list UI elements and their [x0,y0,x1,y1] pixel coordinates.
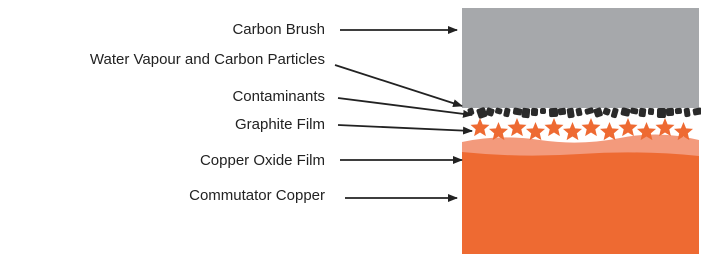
particle [648,108,654,115]
arrow [338,125,472,131]
graphite-star [508,118,527,136]
graphite-star [471,118,490,136]
graphite-star [600,122,619,140]
particle [584,107,594,115]
particle [558,108,567,116]
graphite-star [545,118,564,136]
graphite-star [563,122,582,140]
carbon-brush-block [462,8,699,108]
particle [666,108,674,116]
particle [620,107,631,117]
oxide-film [462,134,699,156]
label: Graphite Film [235,116,325,133]
particle [692,107,701,116]
diagram: Carbon Brush Water Vapour and Carbon Par… [0,0,701,254]
particle [531,108,538,116]
graphite-star [489,122,508,140]
particle [593,107,603,118]
label: Contaminants [232,88,325,105]
particle [638,108,646,118]
particle [495,107,503,115]
graphite-star [619,118,638,136]
particle [540,108,546,114]
particle [566,108,574,119]
arrow [338,98,472,115]
particle [657,108,666,118]
contaminant-particles [467,107,701,119]
graphite-star [526,122,545,140]
particle [521,108,530,119]
graphite-star [582,118,601,136]
particle [503,107,511,117]
particle [602,107,611,116]
graphite-star [656,118,675,136]
particle [675,108,682,115]
label: Carbon Brush [232,21,325,38]
particle [575,107,583,116]
label: Commutator Copper [189,187,325,204]
particle [513,107,523,115]
particle [683,108,690,118]
copper-block [462,146,699,254]
label: Water Vapour and Carbon Particles [90,51,325,68]
particle [630,107,639,114]
label: Copper Oxide Film [200,152,325,169]
particle [610,107,619,118]
particle [549,108,558,117]
